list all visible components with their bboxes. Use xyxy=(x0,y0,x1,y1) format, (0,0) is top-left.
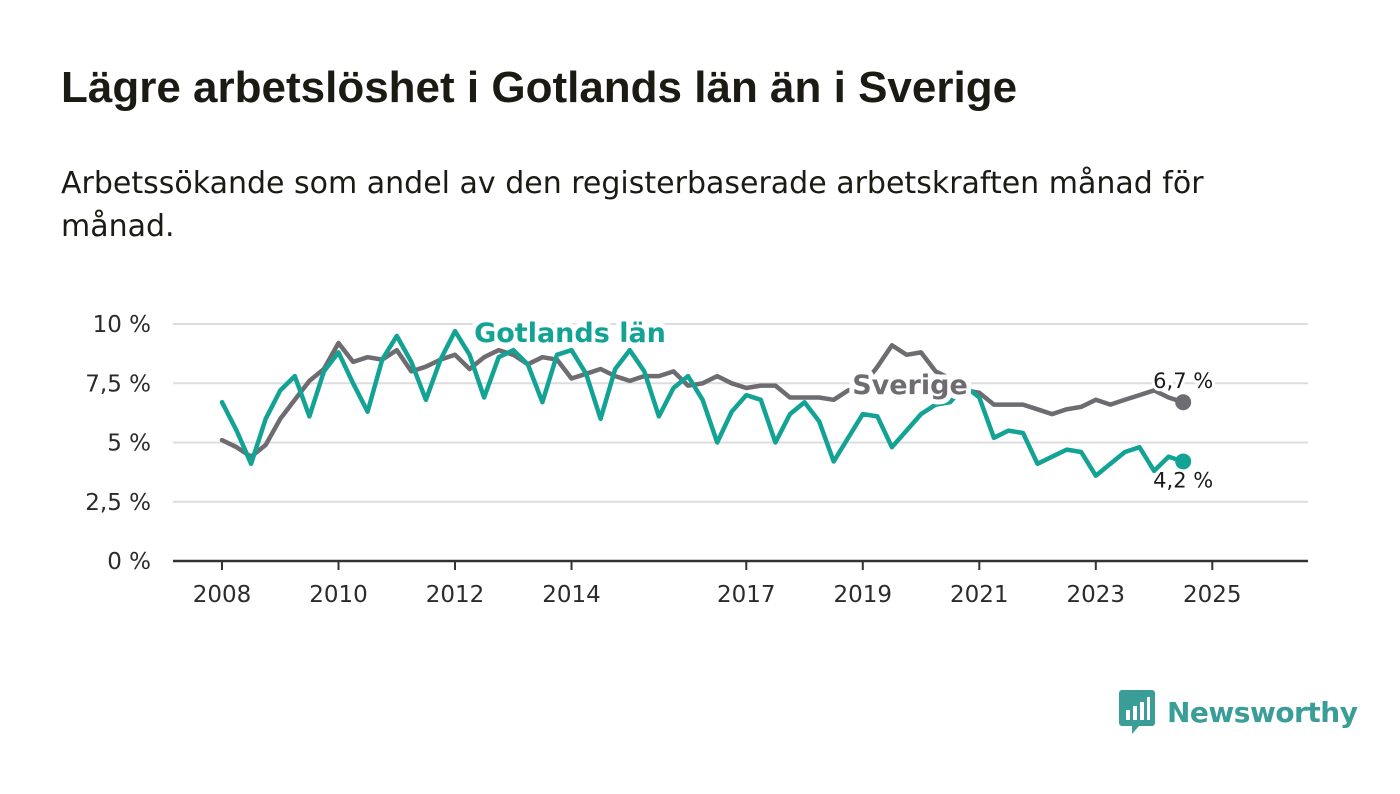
y-tick-label: 0 % xyxy=(107,549,151,575)
bar-chart-speech-bubble-icon xyxy=(1119,690,1155,734)
y-axis-tick-labels: 0 % 2,5 % 5 % 7,5 % 10 % xyxy=(85,312,151,575)
gridlines xyxy=(173,323,1308,503)
x-tick-label: 2019 xyxy=(834,582,893,608)
y-tick-label: 5 % xyxy=(107,431,151,457)
gotland-end-value: 4,2 % xyxy=(1153,468,1213,492)
x-tick-label: 2021 xyxy=(950,582,1009,608)
gotland-line xyxy=(219,328,1186,478)
gotland-label-halo: Gotlands län xyxy=(474,318,666,349)
x-tick-label: 2017 xyxy=(717,582,776,608)
sverige-end-value: 6,7 % xyxy=(1153,369,1213,393)
x-tick-label: 2012 xyxy=(426,582,485,608)
sverige-label: Sverige xyxy=(852,370,968,401)
series-lines xyxy=(219,328,1192,478)
brand-name: Newsworthy xyxy=(1167,695,1358,729)
sverige-end-value-halo: 6,7 % xyxy=(1153,369,1213,393)
chart-title: Lägre arbetslöshet i Gotlands län än i S… xyxy=(61,63,1018,112)
x-tick-label: 2008 xyxy=(193,582,252,608)
newsworthy-logo: Newsworthy xyxy=(1119,690,1358,734)
gotland-end-marker xyxy=(1175,453,1192,470)
y-tick-label: 2,5 % xyxy=(85,490,151,516)
gotland-end-value-halo: 4,2 % xyxy=(1153,468,1213,492)
chart-subtitle: Arbetssökande som andel av den registerb… xyxy=(61,166,1204,244)
sverige-end-marker xyxy=(1175,394,1192,411)
y-tick-label: 10 % xyxy=(93,312,151,338)
sverige-label-halo: Sverige xyxy=(852,370,968,401)
x-axis: 2008 2010 2012 2014 2017 2019 2021 2023 2025 xyxy=(173,559,1308,608)
gotland-label: Gotlands län xyxy=(474,318,666,349)
y-tick-label: 7,5 % xyxy=(85,371,151,397)
x-tick-label: 2025 xyxy=(1183,582,1242,608)
x-tick-label: 2023 xyxy=(1067,582,1126,608)
x-tick-label: 2010 xyxy=(309,582,368,608)
x-tick-label: 2014 xyxy=(542,582,601,608)
